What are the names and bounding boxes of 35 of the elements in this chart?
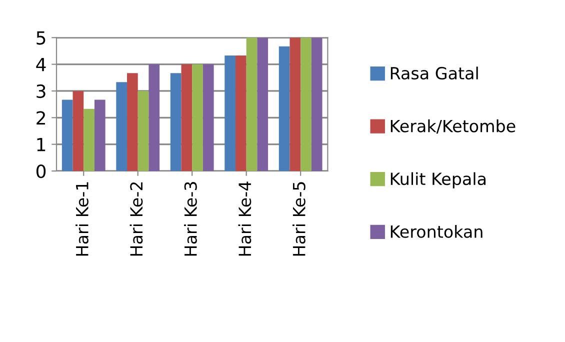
x-tick-label: Hari Ke-4 bbox=[238, 182, 252, 256]
bar bbox=[224, 55, 236, 171]
bar bbox=[290, 38, 301, 171]
bar bbox=[94, 100, 106, 171]
y-tick-label: 2 bbox=[36, 111, 45, 125]
x-tick-label: Hari Ke-3 bbox=[184, 182, 197, 256]
bar bbox=[72, 90, 84, 171]
legend-label: Rasa Gatal bbox=[390, 66, 478, 80]
bar bbox=[170, 73, 182, 171]
y-tick-label: 3 bbox=[36, 84, 46, 98]
legend-label: Kerontokan bbox=[390, 225, 482, 238]
x-tick-label: Hari Ke-5 bbox=[292, 182, 306, 256]
bar bbox=[311, 38, 322, 171]
x-tick-label: Hari Ke-2 bbox=[130, 182, 143, 256]
bar bbox=[278, 46, 290, 171]
bar bbox=[181, 64, 192, 171]
bar bbox=[235, 55, 246, 171]
y-tick-label: 1 bbox=[37, 138, 46, 152]
y-tick-label: 0 bbox=[36, 164, 46, 178]
legend-label: Kerak/Ketombe bbox=[390, 119, 516, 134]
legend-label: Kulit Kepala bbox=[390, 172, 486, 188]
y-tick-label: 5 bbox=[36, 31, 46, 45]
bar bbox=[116, 82, 128, 171]
x-tick-label: Hari Ke-1 bbox=[76, 182, 88, 256]
bar bbox=[127, 73, 138, 171]
bar bbox=[300, 38, 312, 171]
bar bbox=[202, 64, 214, 171]
bar bbox=[84, 108, 94, 171]
bar bbox=[62, 100, 73, 171]
bar bbox=[246, 38, 258, 171]
y-tick-label: 4 bbox=[36, 58, 46, 72]
bar bbox=[148, 64, 160, 171]
bar bbox=[192, 64, 203, 171]
bar bbox=[257, 38, 268, 171]
bar bbox=[138, 90, 149, 171]
